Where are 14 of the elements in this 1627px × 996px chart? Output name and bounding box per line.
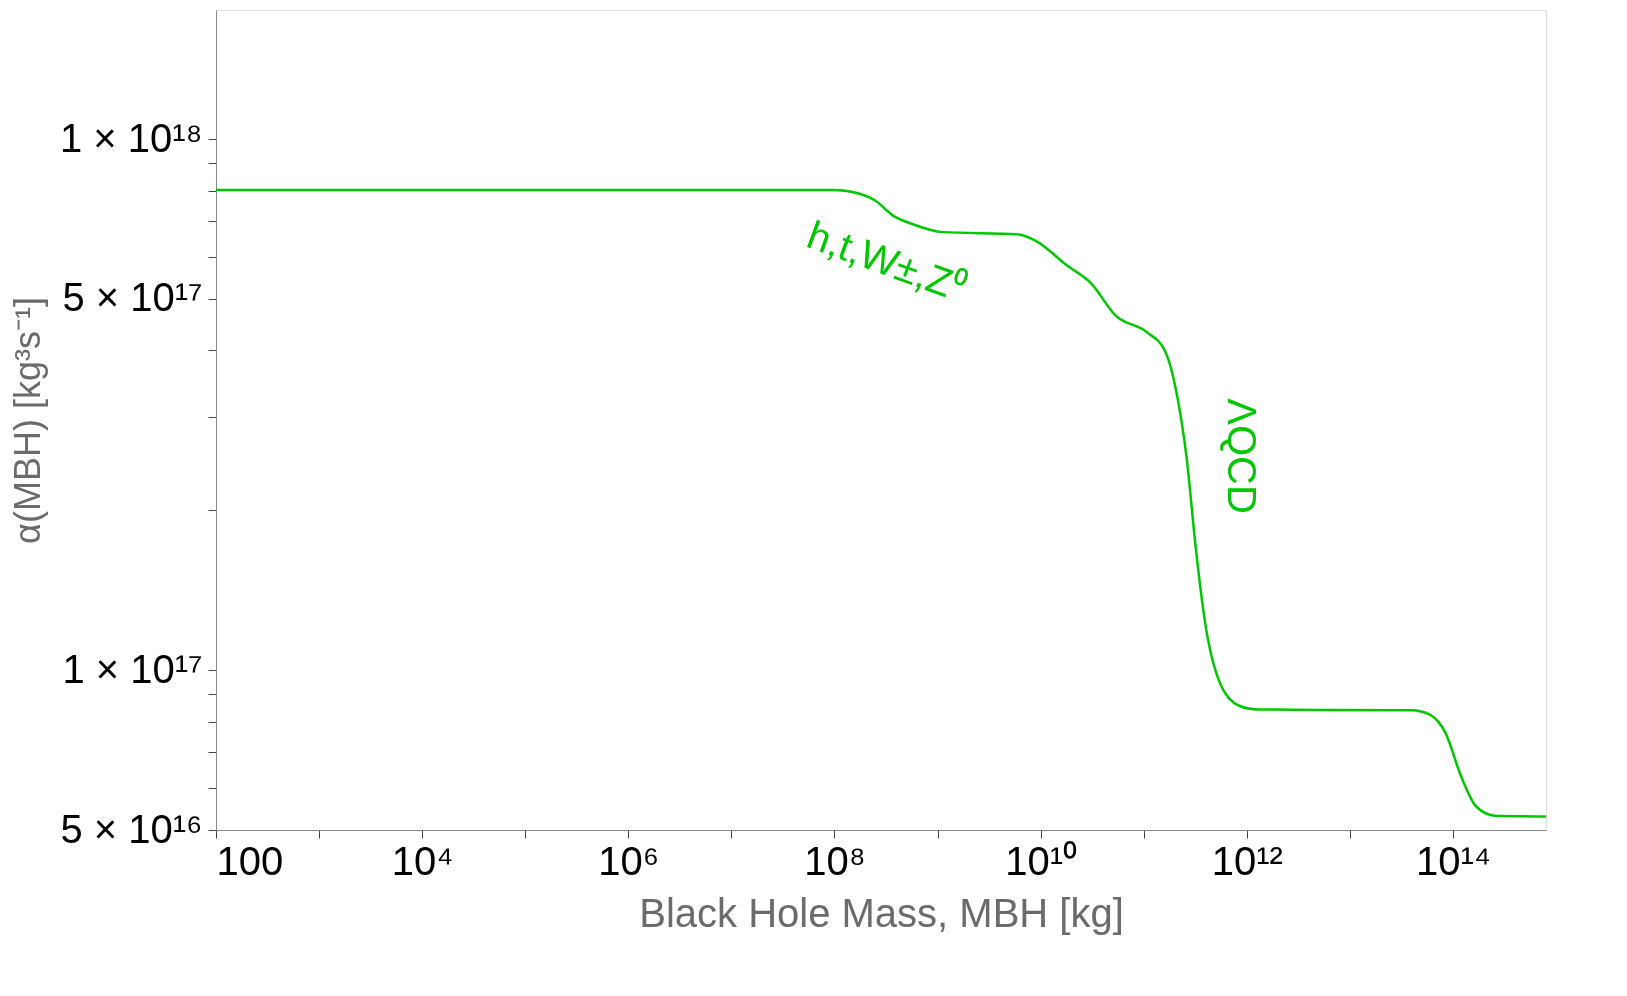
x-tick-label: 100 [216,838,284,883]
x-tick-label: 10¹⁴ [1415,838,1491,883]
x-tick-label: 10⁶ [598,838,660,883]
y-axis-title: α(MBH) [kg³s⁻¹] [6,297,48,544]
y-tick-label: 5 × 10¹⁷ [62,275,203,320]
y-tick-label: 1 × 10¹⁷ [62,646,203,691]
annotation: ΛQCD [1220,398,1264,514]
y-tick-label: 1 × 10¹⁸ [59,115,203,160]
x-axis-title: Black Hole Mass, MBH [kg] [639,890,1124,935]
x-tick-label: 10⁸ [804,838,866,883]
x-tick-label: 10¹⁰ [1005,838,1078,883]
y-tick-label: 5 × 10¹⁶ [60,806,203,851]
x-tick-label: 10⁴ [391,838,454,883]
x-tick-label: 10¹² [1211,838,1283,883]
